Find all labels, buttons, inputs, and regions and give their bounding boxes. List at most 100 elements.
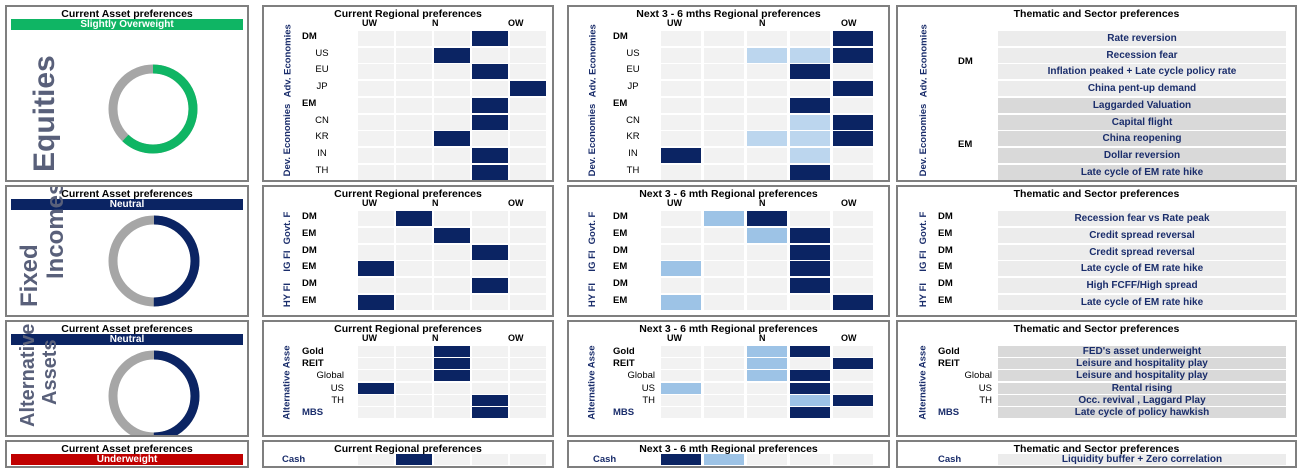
- row-label: EM: [613, 295, 628, 306]
- heat-cell: [396, 64, 432, 80]
- theme-item: Late cycle of EM rate hike: [998, 261, 1286, 277]
- heat-cell: [833, 295, 873, 310]
- heat-cell: [358, 211, 394, 226]
- thematic-panel: Thematic and Sector preferences Liquidity…: [896, 440, 1297, 468]
- theme-item: Rate reversion: [998, 31, 1286, 46]
- row-label: DM: [613, 244, 628, 256]
- heat-cell: [510, 295, 546, 310]
- heat-cell: [434, 147, 470, 163]
- heat-cell: [472, 64, 508, 80]
- row-label: US: [978, 382, 992, 394]
- heat-cell: [833, 147, 873, 163]
- heat-cell: [510, 382, 546, 394]
- asset-class-label: Fixed Incomes: [16, 187, 69, 307]
- heat-cell: [358, 147, 394, 163]
- asset-box-title: Current Asset preferences: [61, 443, 193, 455]
- theme-item: China reopening: [998, 131, 1286, 147]
- row-label: CN: [315, 114, 329, 126]
- group-label: HY FI: [281, 282, 293, 308]
- column-header-uw: UW: [362, 333, 377, 343]
- theme-item: Laggarded Valuation: [998, 97, 1286, 113]
- theme-item: Occ. revival , Laggard Play: [998, 394, 1286, 406]
- heat-cell: [704, 164, 744, 180]
- theme-item: FED's asset underweight: [998, 346, 1286, 357]
- row-label: EM: [938, 227, 953, 239]
- heat-cell: [661, 261, 701, 277]
- heat-cell: [790, 394, 830, 406]
- heat-cell: [472, 47, 508, 63]
- next-regional-panel: Next 3 - 6 mth Regional preferences UW N OW…: [567, 185, 890, 317]
- group-label: HY FI: [586, 282, 598, 308]
- heat-cell: [833, 131, 873, 147]
- theme-item: Leisure and hospitality play: [998, 358, 1286, 370]
- heat-cell: [396, 244, 432, 260]
- heat-cell: [472, 454, 508, 465]
- heat-cell: [510, 211, 546, 226]
- column-header-ow: OW: [508, 333, 524, 343]
- heat-cell: [747, 31, 787, 46]
- heat-cell: [358, 346, 394, 357]
- heat-cell: [396, 278, 432, 294]
- heat-cell: [833, 97, 873, 113]
- group-label: Alternative Asse: [282, 345, 293, 420]
- heat-cell: [358, 97, 394, 113]
- row-label: DM: [938, 278, 953, 290]
- theme-item: Rental rising: [998, 382, 1286, 394]
- row-label: EM: [302, 97, 317, 109]
- stance-badge: Neutral: [11, 334, 243, 345]
- heat-cell: [790, 227, 830, 243]
- row-label: IN: [317, 147, 327, 159]
- heat-cell: [747, 131, 787, 147]
- theme-item: China pent-up demand: [998, 81, 1286, 97]
- heat-cell: [510, 261, 546, 277]
- next-regional-panel: Next 3 - 6 mth Regional preferences UW N OW…: [567, 320, 890, 437]
- heat-cell: [790, 370, 830, 382]
- column-header-uw: UW: [362, 18, 377, 28]
- heat-cell: [510, 131, 546, 147]
- allocation-donut: [108, 350, 200, 435]
- asset-class-label: Alternative Assets: [17, 324, 61, 427]
- heat-cell: [747, 370, 787, 382]
- heat-cell: [790, 454, 830, 465]
- heat-cell: [396, 81, 432, 97]
- column-header-n: N: [759, 18, 766, 28]
- current-regional-panel: Current Regional preferences UW N OW DM US EU J…: [262, 5, 554, 182]
- heat-cell: [661, 370, 701, 382]
- theme-item: Leisure and hospitality play: [998, 370, 1286, 382]
- row-label: DM: [613, 278, 628, 290]
- heat-cell: [396, 261, 432, 277]
- row-label: Global: [627, 370, 655, 382]
- heat-cell: [704, 244, 744, 260]
- row-label: Cash: [593, 454, 617, 465]
- heat-cell: [704, 382, 744, 394]
- heat-cell: [472, 97, 508, 113]
- row-label: DM: [302, 211, 317, 222]
- row-label: MBS: [302, 407, 324, 418]
- heat-cell: [472, 358, 508, 370]
- heat-cell: [396, 47, 432, 63]
- group-label: Adv. Economies: [587, 24, 599, 98]
- heat-cell: [790, 295, 830, 310]
- heat-cell: [747, 97, 787, 113]
- heat-cell: [704, 278, 744, 294]
- heat-cell: [661, 295, 701, 310]
- row-label: KR: [626, 131, 640, 143]
- heat-cell: [358, 244, 394, 260]
- heat-cell: [833, 382, 873, 394]
- thematic-panel: Thematic and Sector preferences FED's ass…: [896, 320, 1297, 437]
- heat-cell: [747, 278, 787, 294]
- heat-cell: [704, 81, 744, 97]
- heat-cell: [704, 47, 744, 63]
- panel-title: Next 3 - 6 mth Regional preferences: [639, 443, 818, 455]
- heat-cell: [661, 382, 701, 394]
- row-label: Gold: [938, 346, 960, 357]
- row-label: Global: [316, 370, 344, 382]
- heat-cell: [790, 211, 830, 226]
- heat-cell: [747, 358, 787, 370]
- asset-class-label-line: Alternative: [17, 323, 39, 427]
- heat-cell: [434, 227, 470, 243]
- heat-cell: [472, 211, 508, 226]
- row-label: KR: [315, 131, 329, 143]
- heat-cell: [790, 407, 830, 418]
- heat-cell: [661, 114, 701, 130]
